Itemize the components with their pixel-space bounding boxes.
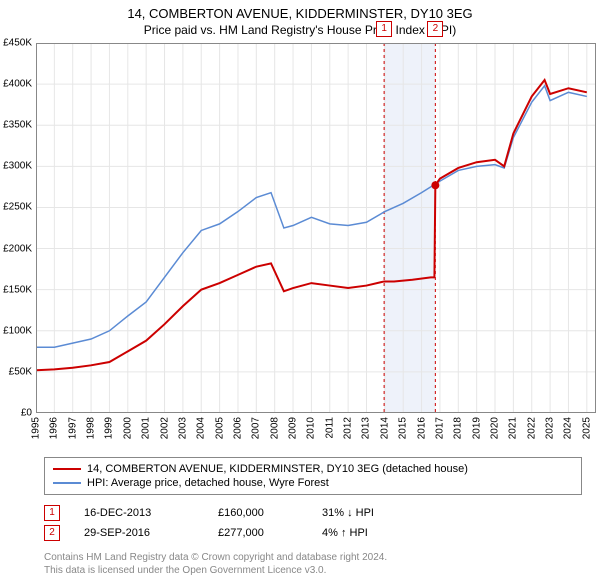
chart-subtitle: Price paid vs. HM Land Registry's House … <box>0 23 600 37</box>
x-axis-label: 1997 <box>67 417 78 439</box>
tx-pct: 31% ↓ HPI <box>322 507 422 519</box>
transaction-table: 1 16-DEC-2013 £160,000 31% ↓ HPI 2 29-SE… <box>44 503 600 543</box>
x-axis-label: 1995 <box>31 417 42 439</box>
x-axis-label: 2005 <box>214 417 225 439</box>
y-axis-label: £300K <box>3 161 32 172</box>
tx-pct: 4% ↑ HPI <box>322 527 422 539</box>
chart-marker-icon: 1 <box>376 21 392 37</box>
x-axis-label: 2000 <box>122 417 133 439</box>
y-axis-label: £450K <box>3 38 32 49</box>
tx-date: 29-SEP-2016 <box>84 527 194 539</box>
x-axis-label: 1999 <box>104 417 115 439</box>
tx-marker-icon: 1 <box>44 505 60 521</box>
legend-swatch <box>53 482 81 484</box>
x-axis-label: 2001 <box>141 417 152 439</box>
x-axis-label: 2009 <box>288 417 299 439</box>
table-row: 1 16-DEC-2013 £160,000 31% ↓ HPI <box>44 503 600 523</box>
x-axis-label: 2025 <box>581 417 592 439</box>
x-axis-label: 2013 <box>361 417 372 439</box>
x-axis-label: 2017 <box>434 417 445 439</box>
x-axis-label: 2022 <box>526 417 537 439</box>
x-axis-label: 2010 <box>306 417 317 439</box>
tx-price: £160,000 <box>218 507 298 519</box>
x-axis-label: 2012 <box>343 417 354 439</box>
tx-date: 16-DEC-2013 <box>84 507 194 519</box>
legend: 14, COMBERTON AVENUE, KIDDERMINSTER, DY1… <box>44 457 582 495</box>
y-axis-label: £200K <box>3 243 32 254</box>
chart-plot-area: £0£50K£100K£150K£200K£250K£300K£350K£400… <box>36 43 596 413</box>
x-axis-label: 1996 <box>49 417 60 439</box>
chart-marker-icon: 2 <box>427 21 443 37</box>
x-axis-label: 2014 <box>379 417 390 439</box>
footer-line: Contains HM Land Registry data © Crown c… <box>44 551 600 564</box>
x-axis-label: 2019 <box>471 417 482 439</box>
legend-item: HPI: Average price, detached house, Wyre… <box>53 476 573 490</box>
legend-item: 14, COMBERTON AVENUE, KIDDERMINSTER, DY1… <box>53 462 573 476</box>
x-axis-label: 2008 <box>269 417 280 439</box>
x-axis-label: 2004 <box>196 417 207 439</box>
x-axis-label: 2015 <box>398 417 409 439</box>
table-row: 2 29-SEP-2016 £277,000 4% ↑ HPI <box>44 523 600 543</box>
legend-swatch <box>53 468 81 470</box>
x-axis-label: 2002 <box>159 417 170 439</box>
x-axis-label: 2006 <box>232 417 243 439</box>
y-axis-label: £50K <box>9 366 32 377</box>
x-axis-label: 2024 <box>563 417 574 439</box>
y-axis-label: £150K <box>3 284 32 295</box>
x-axis-label: 2003 <box>177 417 188 439</box>
x-axis-label: 2023 <box>545 417 556 439</box>
y-axis-label: £350K <box>3 120 32 131</box>
y-axis-label: £250K <box>3 202 32 213</box>
y-axis-label: £400K <box>3 79 32 90</box>
x-axis-label: 2020 <box>490 417 501 439</box>
x-axis-label: 2016 <box>416 417 427 439</box>
y-axis-label: £100K <box>3 325 32 336</box>
legend-label: HPI: Average price, detached house, Wyre… <box>87 477 329 489</box>
x-axis-label: 2018 <box>453 417 464 439</box>
tx-marker-icon: 2 <box>44 525 60 541</box>
footer-line: This data is licensed under the Open Gov… <box>44 564 600 577</box>
x-axis-label: 2011 <box>324 417 335 439</box>
chart-title: 14, COMBERTON AVENUE, KIDDERMINSTER, DY1… <box>0 6 600 21</box>
x-axis-label: 2021 <box>508 417 519 439</box>
footer-attribution: Contains HM Land Registry data © Crown c… <box>44 551 600 577</box>
legend-label: 14, COMBERTON AVENUE, KIDDERMINSTER, DY1… <box>87 463 468 475</box>
x-axis-label: 2007 <box>251 417 262 439</box>
chart-container: 14, COMBERTON AVENUE, KIDDERMINSTER, DY1… <box>0 6 600 566</box>
tx-price: £277,000 <box>218 527 298 539</box>
x-axis-label: 1998 <box>86 417 97 439</box>
chart-svg <box>36 43 596 413</box>
